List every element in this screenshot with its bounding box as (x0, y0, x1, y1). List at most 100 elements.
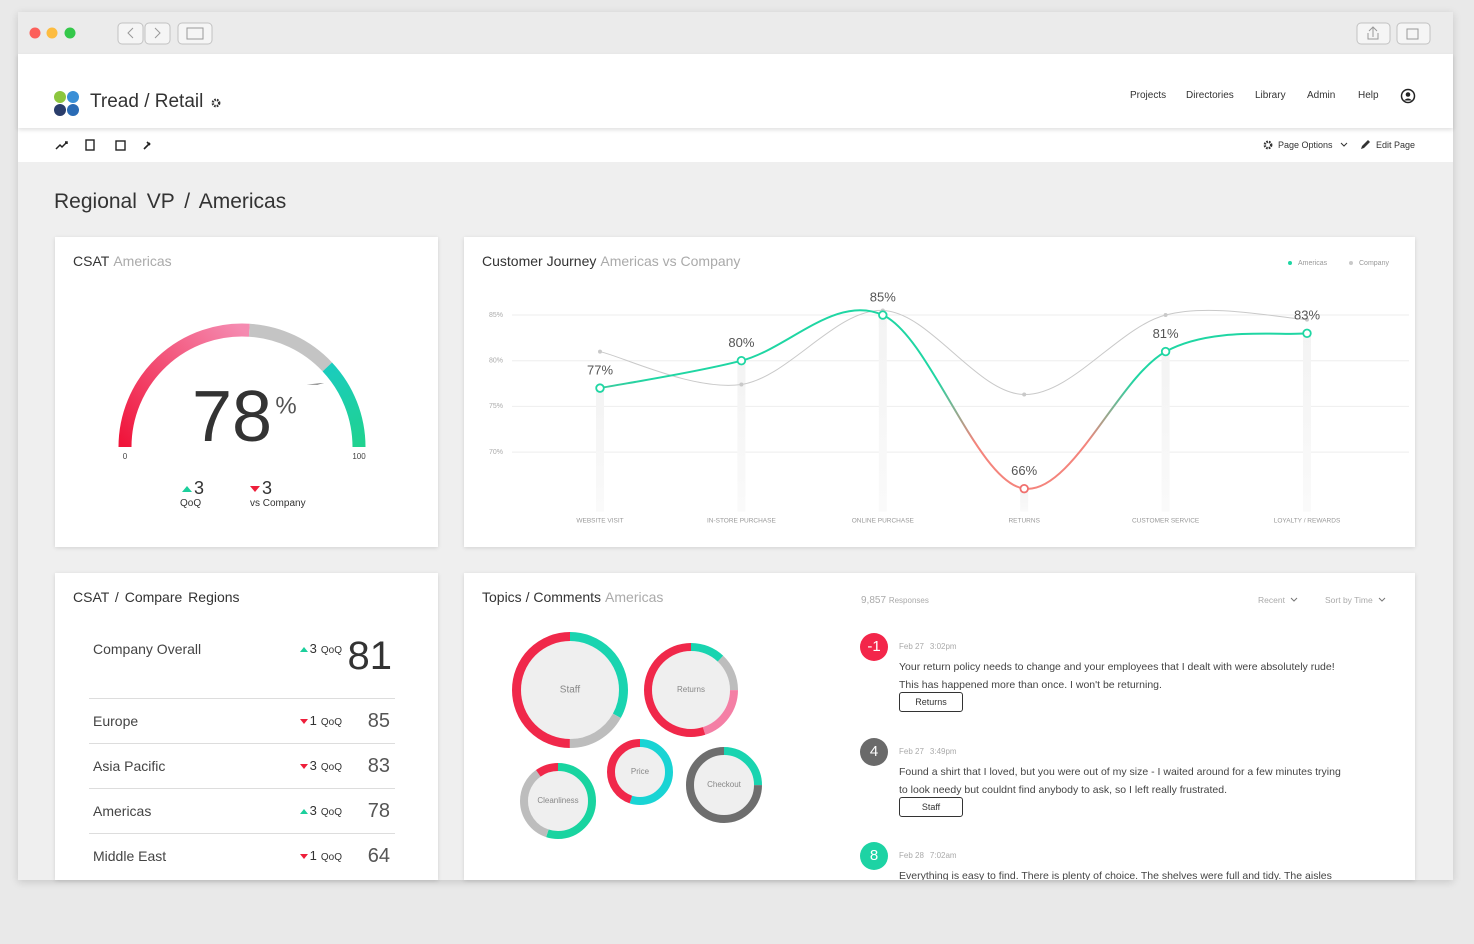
close-dot[interactable] (29, 27, 41, 39)
comment-date: Feb 28 7:02am (899, 851, 957, 860)
page-options[interactable]: Page Options (1278, 140, 1333, 150)
point (1019, 483, 1029, 494)
sidebar-button[interactable] (177, 22, 213, 45)
point (1160, 346, 1171, 357)
change-label: vs Company (250, 498, 306, 509)
comment-date: Feb 27 3:02pm (899, 642, 957, 651)
bubble-label: Checkout (707, 780, 742, 789)
title-bar-controls (29, 22, 1431, 45)
tag-button[interactable]: Returns (899, 692, 963, 712)
toolbar-icons (55, 139, 151, 151)
bubble-label: Returns (677, 685, 705, 694)
point (1302, 328, 1312, 338)
series-line (599, 309, 1308, 490)
gauge-zone (322, 362, 366, 448)
filter[interactable]: Recent (1258, 595, 1298, 605)
gauge-pointer (306, 383, 325, 385)
point (598, 349, 602, 354)
value-label: 85% (870, 289, 896, 304)
score: 8 (869, 847, 879, 864)
trend-arrow (182, 486, 192, 493)
score-badge: 8 (860, 842, 888, 870)
nav-link[interactable]: Admin (1307, 90, 1336, 101)
drop-bar (1020, 488, 1029, 512)
app-header: Tread / Retail Projects Directories Librar… (18, 54, 1453, 128)
share-tool[interactable] (55, 141, 68, 150)
legend-dot (1288, 261, 1292, 265)
point (1163, 313, 1168, 318)
region-score: 81 (347, 634, 393, 678)
zoom-dot[interactable] (64, 27, 76, 39)
legend-dot (1349, 261, 1353, 265)
drop-bar (596, 388, 604, 512)
minimize-dot[interactable] (46, 27, 58, 39)
change-value: 1 (309, 713, 317, 728)
brush-tool[interactable] (143, 141, 151, 150)
legend-label[interactable]: Americas (1298, 260, 1328, 267)
nav-link[interactable]: Library (1255, 90, 1286, 101)
drop-bar (1303, 333, 1311, 512)
bubble-label: Price (631, 767, 650, 776)
y-tick-label: 75% (489, 403, 503, 410)
title: Customer Journey (482, 253, 597, 269)
gauge-unit: % (275, 392, 296, 419)
y-tick-label: 85% (489, 312, 503, 319)
x-tick-label: IN-STORE PURCHASE (707, 518, 777, 525)
export-tool[interactable] (85, 139, 95, 151)
responses: 9,857 Responses (861, 595, 929, 606)
user-icon[interactable] (1400, 88, 1416, 104)
period-label: QoQ (320, 852, 342, 863)
tag-button[interactable]: Staff (899, 796, 963, 817)
x-tick-label: ONLINE PURCHASE (852, 518, 915, 525)
bubble[interactable] (528, 771, 588, 831)
value-label: 83% (1294, 308, 1320, 323)
bubble[interactable] (694, 755, 754, 815)
region-name: Europe (93, 713, 139, 729)
date: Feb 27 (899, 642, 924, 651)
ring-segment (644, 643, 738, 737)
x-tick-label: WEBSITE VISIT (576, 518, 623, 525)
chevron-path (1290, 597, 1298, 602)
ring-segment (644, 643, 738, 737)
bubble[interactable] (521, 641, 619, 739)
region-change: 3 QoQ (299, 758, 342, 773)
ring-segment (607, 739, 673, 805)
bubble-label: Cleanliness (537, 796, 578, 805)
nav-link[interactable]: Projects (1130, 90, 1167, 101)
ring-segment (520, 763, 596, 839)
subtitle: Americas vs Company (600, 253, 741, 269)
edit-icon (1361, 140, 1370, 149)
trend-arrow (299, 764, 308, 770)
nav-link[interactable]: Help (1358, 90, 1379, 101)
row-separator (89, 833, 395, 834)
region-name: Middle East (93, 848, 167, 864)
score-badge: -1 (860, 633, 888, 661)
forward-button[interactable] (144, 22, 171, 45)
row-separator (89, 698, 395, 699)
frame-tool[interactable] (115, 140, 126, 151)
tabs-button[interactable] (1396, 22, 1431, 45)
legend-label[interactable]: Company (1359, 260, 1389, 267)
edit-page[interactable]: Edit Page (1376, 140, 1416, 150)
subtitle: Americas (113, 253, 172, 269)
bubble[interactable] (652, 651, 730, 729)
point (595, 383, 605, 393)
change-value: 3 (309, 803, 317, 818)
bubble[interactable] (615, 747, 665, 797)
csat-card: CSAT Americas 0 100 78% 3 QoQ 3 vs Company (55, 237, 438, 547)
topics-bubbles: Staff Returns Price Cleanliness Checkout (512, 632, 762, 839)
filter[interactable]: Sort by Time (1325, 595, 1386, 605)
gauge-zone (248, 323, 333, 372)
filter-label: Recent (1258, 595, 1285, 605)
score: 4 (869, 742, 879, 760)
back-button[interactable] (117, 22, 144, 45)
toolbar: Page Options Edit Page (18, 128, 1453, 162)
change-value: 3 (194, 478, 205, 498)
date: Feb 28 (899, 851, 924, 860)
region-change: 1 QoQ (299, 848, 342, 863)
csat-change: 3 (182, 478, 204, 499)
settings-icon[interactable] (211, 98, 221, 108)
point (878, 310, 888, 320)
y-tick-label: 70% (489, 449, 503, 456)
nav-link[interactable]: Directories (1186, 90, 1234, 101)
